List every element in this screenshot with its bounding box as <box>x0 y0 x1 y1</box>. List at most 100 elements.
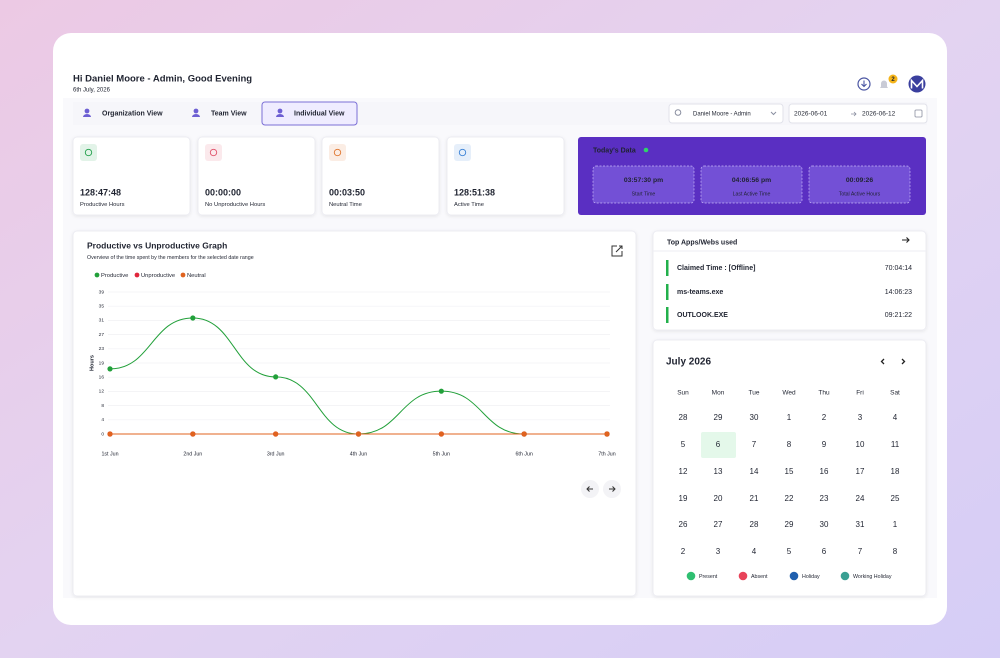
calendar-day[interactable]: 10 <box>856 440 865 449</box>
calendar-day[interactable]: 8 <box>893 547 898 556</box>
calendar-day[interactable]: 2 <box>822 413 827 422</box>
stat-value: 128:51:38 <box>454 187 495 197</box>
stat-card <box>321 136 440 216</box>
calendar-day[interactable]: 12 <box>679 467 688 476</box>
legend-dot <box>134 272 140 278</box>
calendar-day[interactable]: 1 <box>787 413 792 422</box>
calendar-day[interactable]: 9 <box>822 440 827 449</box>
calendar-legend-label: Holiday <box>802 574 820 580</box>
app-name: OUTLOOK.EXE <box>677 312 728 319</box>
calendar-day[interactable]: 1 <box>893 520 898 529</box>
calendar-day[interactable]: 4 <box>752 547 757 556</box>
calendar-day[interactable]: 27 <box>714 520 723 529</box>
calendar-day[interactable]: 19 <box>679 494 688 503</box>
x-tick-label: 7th Jun <box>598 451 615 457</box>
calendar-day[interactable]: 29 <box>785 520 794 529</box>
calendar-day[interactable]: 3 <box>858 413 863 422</box>
calendar-day[interactable]: 29 <box>714 413 723 422</box>
notification-count: 2 <box>891 77 895 83</box>
calendar-day[interactable]: 28 <box>750 520 759 529</box>
calendar-day[interactable]: 14 <box>750 467 759 476</box>
logo-mark <box>910 78 924 89</box>
calendar-day[interactable]: 7 <box>752 440 757 449</box>
tab-label[interactable]: Team View <box>211 110 247 117</box>
calendar-day[interactable]: 18 <box>891 467 900 476</box>
y-tick-label: 31 <box>99 318 105 324</box>
stat-card <box>72 136 191 216</box>
calendar-day[interactable]: 3 <box>716 547 721 556</box>
calendar-day[interactable]: 16 <box>820 467 829 476</box>
calendar-legend-label: Working Holiday <box>853 574 892 580</box>
today-value: 04:06:56 pm <box>732 177 771 184</box>
calendar-day[interactable]: 6 <box>822 547 827 556</box>
calendar-day[interactable]: 23 <box>820 494 829 503</box>
top-apps-card <box>652 230 927 331</box>
calendar-day[interactable]: 24 <box>856 494 865 503</box>
calendar-day[interactable]: 5 <box>787 547 792 556</box>
calendar-day[interactable]: 30 <box>750 413 759 422</box>
greeting: Hi Daniel Moore - Admin, Good Evening <box>73 74 252 85</box>
today-label: Total Active Hours <box>839 191 881 197</box>
weekday: Thu <box>818 390 830 397</box>
calendar-day[interactable]: 7 <box>858 547 863 556</box>
next-month[interactable] <box>901 358 906 365</box>
calendar-day[interactable]: 22 <box>785 494 794 503</box>
calendar-day[interactable]: 31 <box>856 520 865 529</box>
calendar-day[interactable]: 2 <box>681 547 686 556</box>
calendar-day[interactable]: 6 <box>716 440 721 449</box>
calendar-icon <box>914 109 923 118</box>
header-date: 6th July, 2026 <box>73 88 111 94</box>
download-button[interactable] <box>857 77 871 91</box>
calendar-day[interactable]: 28 <box>679 413 688 422</box>
calendar-day[interactable]: 20 <box>714 494 723 503</box>
top-apps-arrow[interactable] <box>902 237 910 243</box>
x-tick-label: 3rd Jun <box>267 451 285 457</box>
tab-label[interactable]: Individual View <box>294 110 345 117</box>
tab-label[interactable]: Organization View <box>102 110 163 117</box>
calendar-day[interactable]: 5 <box>681 440 686 449</box>
calendar-day[interactable]: 21 <box>750 494 759 503</box>
calendar-day[interactable]: 30 <box>820 520 829 529</box>
notification-badge <box>888 74 898 84</box>
y-tick-label: 39 <box>99 289 105 295</box>
chart-subtitle: Overview of the time spent by the member… <box>87 255 254 261</box>
calendar-day[interactable]: 8 <box>787 440 792 449</box>
data-point <box>438 431 444 437</box>
prev-month[interactable] <box>880 358 885 365</box>
tab-icon <box>193 108 199 114</box>
calendar-day[interactable]: 13 <box>714 467 723 476</box>
start-date: 2026-06-01 <box>794 111 828 118</box>
legend-dot <box>94 272 100 278</box>
logo[interactable] <box>908 75 926 93</box>
today-item <box>592 165 695 204</box>
bell-icon[interactable] <box>880 80 888 89</box>
search-icon <box>674 109 682 116</box>
x-tick-label: 2nd Jun <box>183 451 202 457</box>
calendar-day[interactable]: 11 <box>891 440 900 449</box>
calendar-day[interactable]: 4 <box>893 413 898 422</box>
data-point <box>190 431 196 437</box>
legend-dot <box>180 272 186 278</box>
export-icon[interactable] <box>611 245 623 257</box>
app-bar <box>666 307 669 323</box>
calendar-legend-dot <box>686 571 696 581</box>
stat-icon <box>458 148 467 157</box>
weekday: Fri <box>856 390 864 397</box>
user-select[interactable] <box>668 103 784 124</box>
weekday: Wed <box>782 390 796 397</box>
calendar-day[interactable]: 26 <box>679 520 688 529</box>
stat-icon <box>209 148 218 157</box>
calendar-day[interactable]: 25 <box>891 494 900 503</box>
x-tick-label: 6th Jun <box>515 451 532 457</box>
y-tick-label: 0 <box>101 431 104 437</box>
calendar-day[interactable]: 17 <box>856 467 865 476</box>
y-tick-label: 16 <box>99 374 105 380</box>
calendar-day[interactable]: 15 <box>785 467 794 476</box>
tab-icon <box>84 108 90 114</box>
date-range[interactable] <box>788 103 928 124</box>
y-axis-label: Hours <box>89 355 95 371</box>
end-date: 2026-06-12 <box>862 111 896 118</box>
data-point <box>107 431 113 437</box>
download-icon <box>861 80 867 88</box>
